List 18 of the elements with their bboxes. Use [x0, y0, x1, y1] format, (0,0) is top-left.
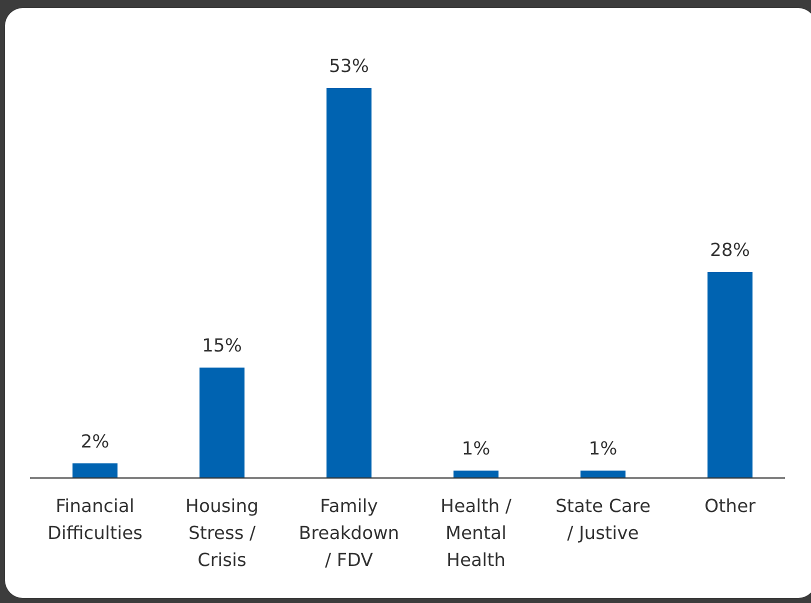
bar [708, 272, 752, 478]
bar [454, 470, 498, 478]
bar [580, 470, 626, 478]
bar [72, 463, 118, 478]
x-tick-label: Financial Difficulties [47, 496, 143, 544]
x-tick-label: Other [704, 496, 756, 517]
bar [326, 88, 372, 478]
x-tick-label: Housing Stress / Crisis [185, 496, 259, 571]
data-label: 53% [328, 56, 370, 77]
x-tick-label: Family Breakdown / FDV [298, 496, 400, 571]
data-label: 15% [202, 336, 242, 357]
data-label: 1% [588, 438, 618, 460]
data-label: 2% [80, 431, 110, 452]
data-label: 28% [710, 240, 750, 261]
data-label: 1% [462, 438, 490, 460]
x-tick-label: State Care / Justive [555, 496, 651, 544]
x-tick-label: Health / Mental Health [440, 496, 512, 571]
bar [200, 368, 244, 478]
